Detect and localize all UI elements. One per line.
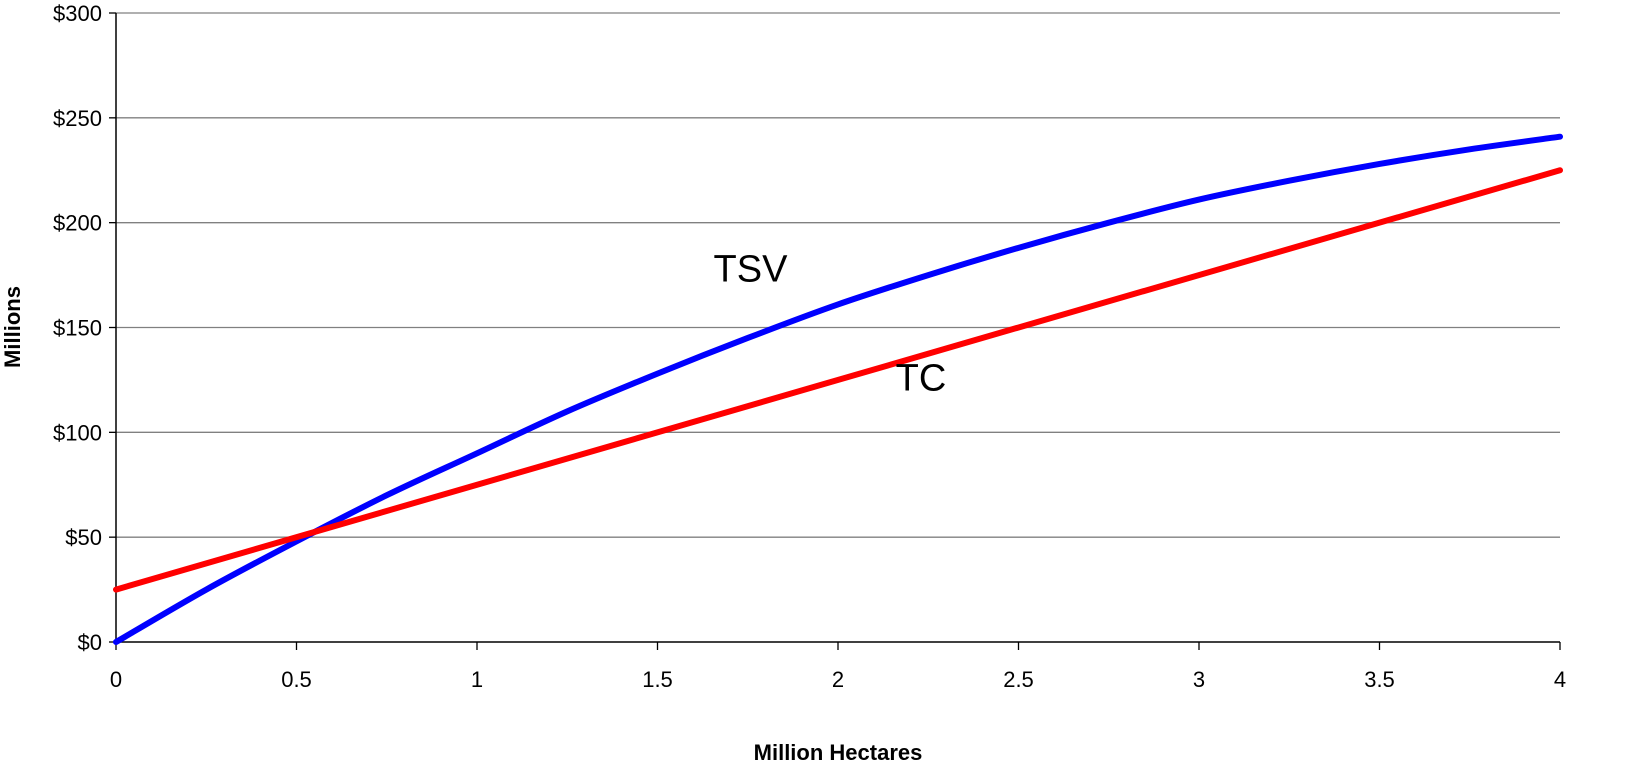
y-axis-title: Millions — [0, 286, 25, 368]
y-tick-labels: $0 $50 $100 $150 $200 $250 $300 — [53, 1, 102, 655]
x-tick-label: 1.5 — [642, 667, 673, 692]
axes — [109, 13, 1560, 650]
y-tick-label: $250 — [53, 106, 102, 131]
x-tick-label: 1 — [471, 667, 483, 692]
x-tick-label: 4 — [1554, 667, 1566, 692]
y-tick-label: $50 — [65, 525, 102, 550]
series-lines — [116, 137, 1560, 642]
series-label-tsv: TSV — [714, 248, 789, 290]
x-tick-label: 3.5 — [1364, 667, 1395, 692]
series-label-tc: TC — [896, 357, 947, 399]
x-tick-label: 2 — [832, 667, 844, 692]
x-tick-label: 2.5 — [1003, 667, 1034, 692]
x-axis-title: Million Hectares — [754, 740, 923, 765]
series-line-tc — [116, 170, 1560, 589]
x-tick-label: 0 — [110, 667, 122, 692]
gridlines — [116, 13, 1560, 537]
x-tick-label: 3 — [1193, 667, 1205, 692]
y-tick-label: $300 — [53, 1, 102, 26]
x-tick-labels: 0 0.5 1 1.5 2 2.5 3 3.5 4 — [110, 667, 1566, 692]
series-line-tsv — [116, 137, 1560, 642]
series-labels: TSV TC — [714, 248, 947, 399]
x-tick-label: 0.5 — [281, 667, 312, 692]
y-tick-label: $150 — [53, 316, 102, 341]
y-tick-label: $100 — [53, 420, 102, 445]
y-tick-label: $200 — [53, 211, 102, 236]
y-tick-label: $0 — [78, 630, 102, 655]
